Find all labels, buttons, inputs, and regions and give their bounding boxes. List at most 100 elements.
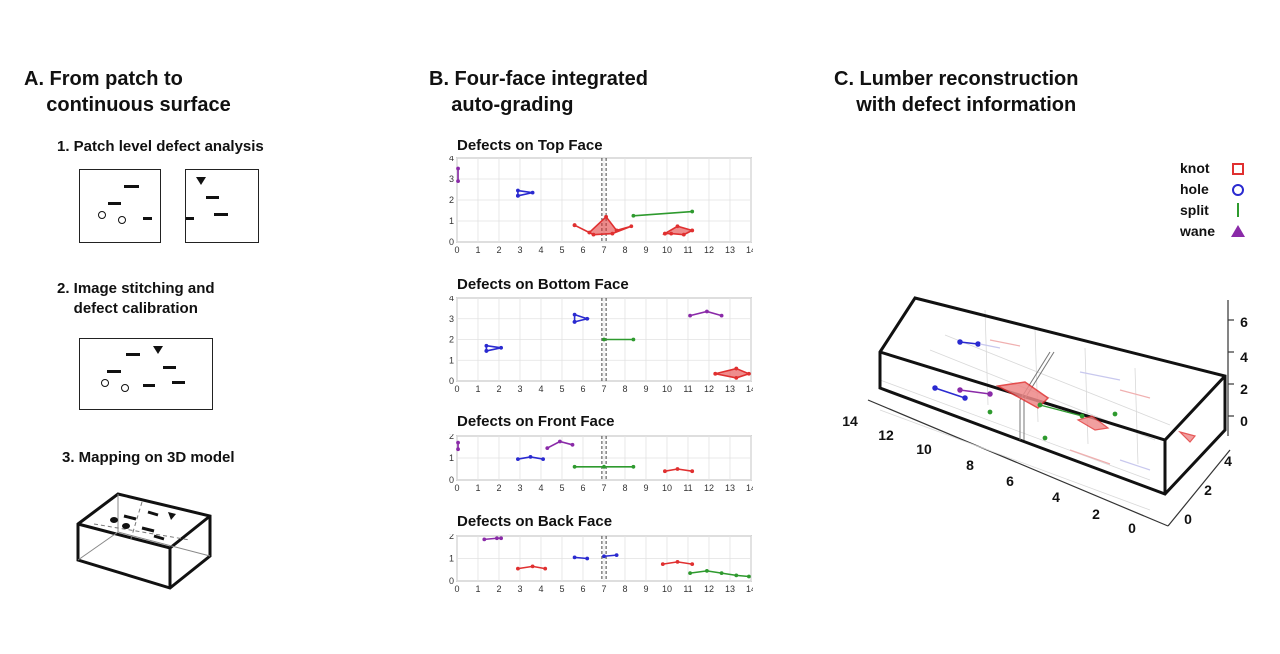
panel-a-title: A. From patch to continuous surface — [24, 68, 231, 116]
patch-2 — [185, 169, 259, 243]
x-tick-label: 6 — [580, 384, 585, 394]
bottom-face-title: Defects on Bottom Face — [457, 276, 629, 293]
x-tick-label: 9 — [643, 384, 648, 394]
x-tick: 0 — [1128, 520, 1136, 536]
z-tick: 6 — [1240, 314, 1248, 330]
x-tick-label: 8 — [622, 245, 627, 255]
x-tick-label: 2 — [496, 483, 501, 493]
knot-point — [734, 375, 739, 380]
x-tick-label: 9 — [643, 245, 648, 255]
hole-point — [541, 457, 545, 461]
y-tick-label: 4 — [449, 296, 454, 303]
x-tick-label: 5 — [559, 584, 564, 594]
knot-point — [543, 566, 548, 571]
split-point — [690, 209, 695, 214]
x-tick: 8 — [966, 457, 974, 473]
bottom-face-chart: 0123456789101112131401234 — [449, 296, 753, 394]
y-tick-label: 0 — [449, 475, 454, 485]
knot-square-icon — [1232, 163, 1244, 175]
wane-point — [688, 313, 692, 318]
hole-shape — [603, 554, 617, 558]
x-tick: 2 — [1092, 506, 1100, 522]
x-tick-label: 9 — [643, 584, 648, 594]
split-line-icon — [1237, 203, 1239, 217]
x-tick-label: 6 — [580, 245, 585, 255]
knot-point — [734, 366, 739, 371]
x-tick-label: 4 — [538, 384, 543, 394]
step-2-label: 2. Image stitching and defect calibratio… — [57, 280, 215, 317]
legend-item-hole: hole — [1180, 181, 1270, 202]
hole-point — [516, 457, 520, 461]
x-tick-label: 7 — [601, 384, 606, 394]
knot-point — [530, 564, 535, 569]
hole-shape — [485, 344, 502, 352]
hole-point — [530, 190, 535, 195]
hole-point — [484, 343, 489, 348]
split-point — [747, 574, 751, 579]
y-tick-label: 3 — [449, 174, 454, 184]
y-tick: 4 — [1224, 453, 1232, 469]
x-tick-label: 14 — [746, 584, 753, 594]
y-tick: 2 — [1204, 482, 1212, 498]
step-3-label: 3. Mapping on 3D model — [62, 449, 235, 466]
hole-point — [516, 188, 520, 193]
split-point — [631, 213, 636, 218]
hole-point — [528, 455, 533, 459]
wane-point — [705, 309, 709, 314]
knot-point — [629, 224, 634, 229]
x-tick-label: 10 — [662, 384, 672, 394]
y-tick-label: 1 — [449, 216, 454, 226]
x-tick-label: 1 — [475, 584, 480, 594]
knot-point — [681, 232, 686, 237]
split-point — [602, 337, 606, 342]
hole-point — [572, 555, 577, 560]
legend-item-split: split — [1180, 202, 1270, 223]
x-tick-label: 13 — [725, 384, 735, 394]
top-face-chart: 0123456789101112131401234 — [449, 156, 753, 255]
x-tick-label: 11 — [683, 245, 692, 255]
x-tick-label: 14 — [746, 483, 753, 493]
knot-point — [587, 230, 592, 235]
x-tick-label: 14 — [746, 245, 753, 255]
wane-point — [719, 313, 724, 318]
hole-point — [572, 312, 577, 317]
x-tick: 12 — [878, 427, 894, 443]
knot-point — [690, 562, 695, 567]
knot-point — [675, 224, 680, 229]
wane-point — [456, 447, 460, 452]
wane-point — [499, 536, 503, 541]
z-tick: 0 — [1240, 413, 1248, 429]
z-tick: 2 — [1240, 381, 1248, 397]
knot-point — [610, 231, 615, 236]
split-point — [631, 464, 636, 469]
hole-point — [602, 554, 606, 559]
y-tick-label: 2 — [449, 335, 454, 345]
y-tick-label: 0 — [449, 237, 454, 247]
hole-point — [585, 556, 590, 561]
x-tick-label: 0 — [454, 384, 459, 394]
knot-point — [690, 469, 695, 474]
patch-1 — [79, 169, 161, 243]
z-tick: 4 — [1240, 349, 1248, 365]
knot-point — [663, 469, 667, 474]
split-point — [688, 571, 692, 576]
y-tick-label: 1 — [449, 554, 454, 564]
x-tick-label: 4 — [538, 483, 543, 493]
x-tick-label: 11 — [683, 584, 692, 594]
y-tick-label: 2 — [449, 534, 454, 541]
x-tick: 14 — [842, 413, 858, 429]
y-tick-label: 0 — [449, 576, 454, 586]
x-tick-label: 3 — [517, 245, 522, 255]
legend-item-wane: wane — [1180, 223, 1270, 244]
x-tick-label: 4 — [538, 245, 543, 255]
lumber-3d-model: 0 2 4 6 8 10 12 14 0 2 4 0 2 4 6 — [842, 296, 1248, 536]
knot-point — [516, 566, 520, 571]
wane-point — [456, 179, 460, 183]
split-point — [719, 571, 724, 576]
wane-marker — [196, 177, 206, 185]
top-face-title: Defects on Top Face — [457, 137, 603, 154]
panel-c-title: C. Lumber reconstruction with defect inf… — [834, 68, 1079, 116]
x-tick-label: 9 — [643, 483, 648, 493]
hole-shape — [573, 313, 591, 323]
wane-point — [495, 536, 499, 541]
